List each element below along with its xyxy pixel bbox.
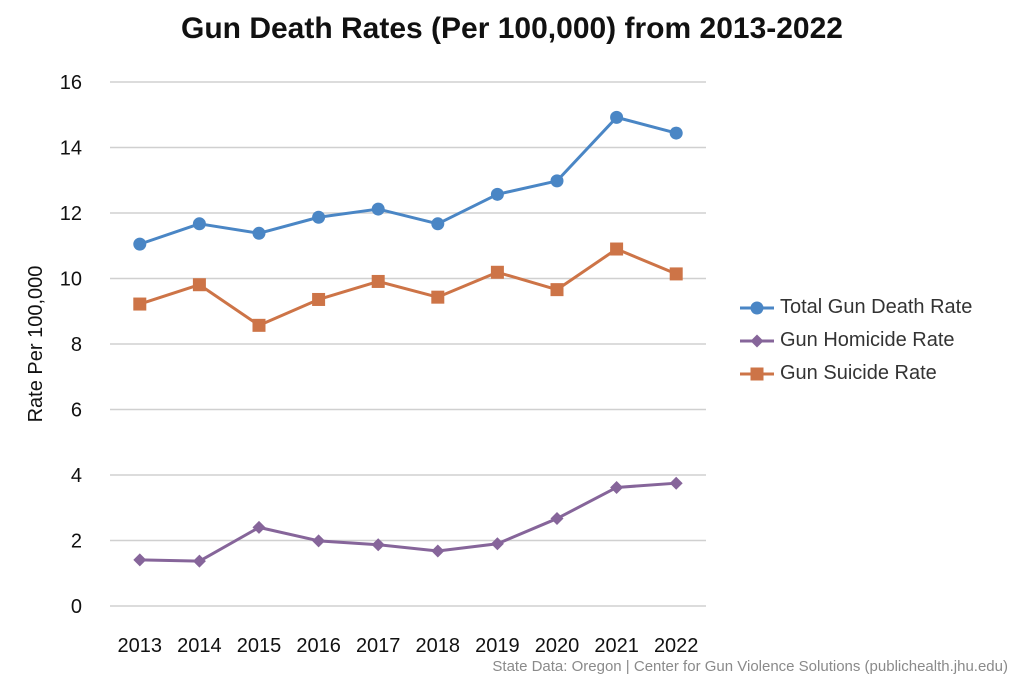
legend-label: Total Gun Death Rate	[780, 296, 973, 318]
data-point	[133, 553, 147, 567]
legend-item: Gun Homicide Rate	[740, 324, 972, 357]
data-point	[669, 126, 683, 140]
data-point	[610, 480, 624, 494]
gridlines	[110, 81, 706, 607]
y-tick-label: 16	[60, 72, 82, 94]
y-axis-label: Rate Per 100,000	[25, 266, 47, 423]
series-line	[139, 247, 677, 327]
legend-item: Total Gun Death Rate	[740, 291, 972, 324]
data-point	[550, 283, 564, 297]
source-note: State Data: Oregon | Center for Gun Viol…	[492, 658, 1008, 675]
data-point	[252, 318, 266, 332]
series-lines	[133, 110, 683, 568]
series-0	[133, 110, 683, 251]
data-point	[610, 110, 624, 124]
x-tick-label: 2018	[416, 635, 461, 657]
data-point	[669, 476, 683, 490]
x-tick-label: 2017	[356, 635, 401, 657]
legend-swatch	[740, 367, 774, 380]
data-point	[550, 174, 564, 188]
legend: Total Gun Death Rate Gun Homicide Rate Gun…	[740, 291, 972, 390]
data-point	[252, 226, 266, 240]
y-tick-label: 12	[60, 203, 82, 225]
data-point	[490, 537, 504, 551]
y-tick-label: 10	[60, 269, 82, 291]
x-axis-ticks: 2013 2014 2015 2016 2017 2018 2019 2020 2021 2022	[118, 635, 699, 657]
data-point	[133, 297, 147, 311]
data-point	[669, 267, 683, 281]
data-point	[133, 237, 147, 251]
x-tick-label: 2013	[118, 635, 163, 657]
data-point	[371, 274, 385, 288]
x-tick-label: 2014	[177, 635, 222, 657]
data-point	[610, 242, 624, 256]
data-point	[192, 278, 206, 292]
legend-swatch	[740, 334, 774, 347]
data-point	[431, 544, 445, 558]
legend-swatch	[740, 301, 774, 314]
series-line	[139, 115, 677, 246]
data-point	[431, 217, 445, 231]
legend-item: Gun Suicide Rate	[740, 357, 972, 390]
legend-label: Gun Homicide Rate	[780, 329, 955, 351]
series-1	[133, 476, 683, 568]
data-point	[490, 265, 504, 279]
y-tick-label: 8	[71, 334, 82, 356]
data-point	[371, 538, 385, 552]
y-tick-label: 2	[71, 531, 82, 553]
x-tick-label: 2022	[654, 635, 699, 657]
data-point	[192, 554, 206, 568]
x-tick-label: 2021	[594, 635, 639, 657]
x-tick-label: 2019	[475, 635, 520, 657]
y-tick-label: 4	[71, 465, 82, 487]
y-tick-label: 14	[60, 138, 82, 160]
y-tick-label: 6	[71, 400, 82, 422]
chart-title: Gun Death Rates (Per 100,000) from 2013-…	[181, 12, 843, 45]
legend-label: Gun Suicide Rate	[780, 362, 937, 384]
series-line	[139, 481, 677, 563]
x-tick-label: 2016	[296, 635, 341, 657]
x-tick-label: 2020	[535, 635, 580, 657]
y-axis-ticks: 0 2 4 6 8 10 12 14 16	[60, 72, 82, 618]
data-point	[431, 290, 445, 304]
data-point	[312, 210, 326, 224]
data-point	[550, 512, 564, 526]
data-point	[312, 292, 326, 306]
data-point	[252, 520, 266, 534]
data-point	[371, 202, 385, 216]
series-2	[133, 242, 683, 332]
y-tick-label: 0	[71, 596, 82, 618]
x-tick-label: 2015	[237, 635, 282, 657]
data-point	[192, 217, 206, 231]
data-point	[312, 534, 326, 548]
data-point	[490, 187, 504, 201]
